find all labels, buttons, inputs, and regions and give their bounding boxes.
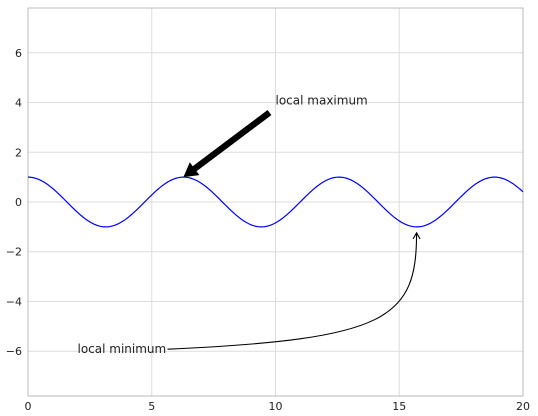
y-tick-label: −6 (6, 345, 22, 358)
y-tick-label: 2 (15, 146, 22, 159)
local-minimum-arrow (167, 232, 418, 350)
local-maximum-label: local maximum (276, 94, 368, 108)
annotations: local maximum local minimum (78, 94, 421, 356)
x-tick-label: 20 (516, 400, 530, 413)
x-tick-label: 0 (25, 400, 32, 413)
y-tick-label: 0 (15, 196, 22, 209)
plot-frame (27, 7, 524, 397)
y-tick-label: 4 (15, 97, 22, 110)
x-tick-label: 15 (392, 400, 406, 413)
x-tick-label: 5 (148, 400, 155, 413)
local-minimum-arrowhead (412, 231, 421, 240)
y-tick-label: 6 (15, 47, 22, 60)
series-line-cos (27, 176, 524, 228)
local-minimum-label: local minimum (78, 342, 167, 356)
axis-ticks: 0 5 10 15 20 −6 −4 −2 0 2 4 6 (6, 47, 530, 413)
local-maximum-arrow (183, 110, 272, 178)
y-tick-label: −2 (6, 246, 22, 259)
y-tick-label: −4 (6, 295, 22, 308)
grid (27, 8, 524, 396)
x-tick-label: 10 (269, 400, 283, 413)
